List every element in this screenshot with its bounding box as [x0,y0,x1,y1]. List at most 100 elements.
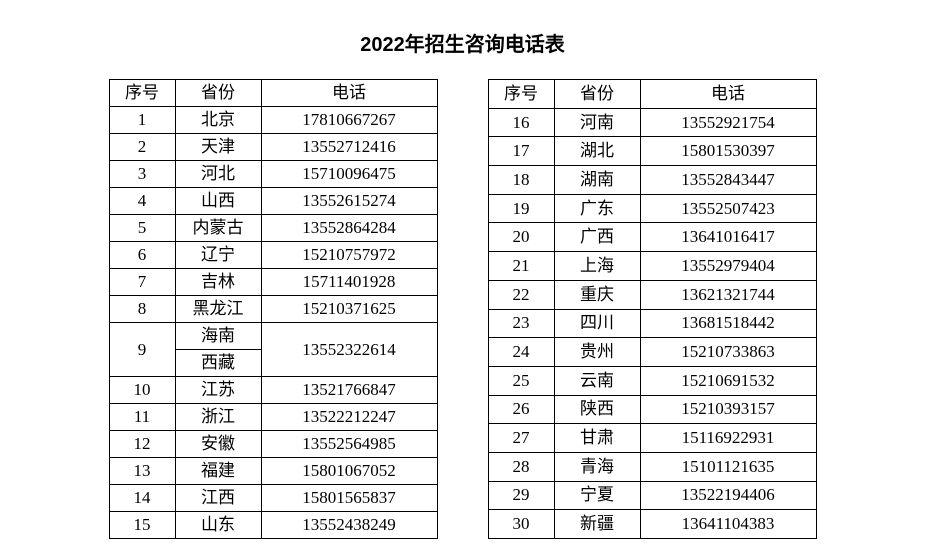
col-header-idx: 序号 [109,80,175,107]
cell-idx: 8 [109,296,175,323]
cell-phone: 15210757972 [261,242,437,269]
cell-idx: 30 [488,510,554,539]
cell-phone: 15801565837 [261,485,437,512]
table-row: 27甘肃15116922931 [488,424,816,453]
cell-phone: 15210393157 [640,395,816,424]
cell-phone: 15210691532 [640,366,816,395]
cell-idx: 12 [109,431,175,458]
table-row: 16河南13552921754 [488,108,816,137]
cell-idx: 17 [488,137,554,166]
cell-idx: 22 [488,280,554,309]
cell-prov: 浙江 [175,404,261,431]
cell-phone: 13552615274 [261,188,437,215]
table-row: 30新疆13641104383 [488,510,816,539]
cell-prov: 上海 [554,252,640,281]
cell-prov: 山西 [175,188,261,215]
cell-prov: 福建 [175,458,261,485]
cell-idx: 13 [109,458,175,485]
table-row: 26陕西15210393157 [488,395,816,424]
cell-idx: 16 [488,108,554,137]
cell-phone: 13552322614 [261,323,437,377]
table-row: 11浙江13522212247 [109,404,437,431]
cell-prov: 云南 [554,366,640,395]
cell-phone: 13552864284 [261,215,437,242]
cell-idx: 23 [488,309,554,338]
cell-phone: 13522194406 [640,481,816,510]
cell-phone: 13552507423 [640,194,816,223]
cell-idx: 10 [109,377,175,404]
page: 2022年招生咨询电话表 序号 省份 电话 1北京17810667267 2天津… [0,0,925,550]
cell-phone: 15801530397 [640,137,816,166]
cell-idx: 24 [488,338,554,367]
cell-phone: 13552438249 [261,512,437,539]
cell-idx: 18 [488,166,554,195]
cell-idx: 15 [109,512,175,539]
cell-idx: 4 [109,188,175,215]
table-row: 12安徽13552564985 [109,431,437,458]
cell-idx: 19 [488,194,554,223]
table-row: 24贵州15210733863 [488,338,816,367]
cell-prov: 四川 [554,309,640,338]
table-row: 15山东13552438249 [109,512,437,539]
table-row: 29宁夏13522194406 [488,481,816,510]
cell-phone: 13552921754 [640,108,816,137]
cell-idx: 6 [109,242,175,269]
cell-phone: 17810667267 [261,107,437,134]
cell-prov: 海南 [175,323,261,350]
cell-prov: 山东 [175,512,261,539]
cell-idx: 9 [109,323,175,377]
table-row: 13福建15801067052 [109,458,437,485]
cell-phone: 15101121635 [640,452,816,481]
cell-phone: 13552843447 [640,166,816,195]
cell-prov: 江西 [175,485,261,512]
cell-idx: 11 [109,404,175,431]
cell-prov: 安徽 [175,431,261,458]
tables-wrapper: 序号 省份 电话 1北京17810667267 2天津13552712416 3… [0,79,925,539]
table-row: 20广西13641016417 [488,223,816,252]
cell-prov: 甘肃 [554,424,640,453]
cell-phone: 13521766847 [261,377,437,404]
table-row: 5内蒙古13552864284 [109,215,437,242]
right-table: 序号 省份 电话 16河南13552921754 17湖北15801530397… [488,79,817,539]
cell-prov: 宁夏 [554,481,640,510]
cell-idx: 7 [109,269,175,296]
cell-phone: 13641104383 [640,510,816,539]
col-header-phone: 电话 [640,80,816,109]
cell-prov: 江苏 [175,377,261,404]
page-title: 2022年招生咨询电话表 [0,28,925,57]
table-row: 8黑龙江15210371625 [109,296,437,323]
cell-prov: 内蒙古 [175,215,261,242]
cell-phone: 15116922931 [640,424,816,453]
cell-phone: 15710096475 [261,161,437,188]
cell-idx: 14 [109,485,175,512]
cell-prov: 湖南 [554,166,640,195]
cell-prov: 河南 [554,108,640,137]
cell-idx: 25 [488,366,554,395]
cell-phone: 13621321744 [640,280,816,309]
cell-prov: 广东 [554,194,640,223]
cell-phone: 13522212247 [261,404,437,431]
cell-idx: 2 [109,134,175,161]
cell-phone: 13641016417 [640,223,816,252]
table-row: 14江西15801565837 [109,485,437,512]
table-row: 4山西13552615274 [109,188,437,215]
table-row: 6辽宁15210757972 [109,242,437,269]
cell-idx: 26 [488,395,554,424]
cell-idx: 21 [488,252,554,281]
cell-idx: 27 [488,424,554,453]
cell-prov: 陕西 [554,395,640,424]
left-table: 序号 省份 电话 1北京17810667267 2天津13552712416 3… [109,79,438,539]
cell-phone: 15210371625 [261,296,437,323]
table-row: 1北京17810667267 [109,107,437,134]
table-row: 10江苏13521766847 [109,377,437,404]
col-header-idx: 序号 [488,80,554,109]
cell-phone: 15210733863 [640,338,816,367]
table-header-row: 序号 省份 电话 [109,80,437,107]
cell-prov: 重庆 [554,280,640,309]
cell-prov: 贵州 [554,338,640,367]
cell-phone: 15711401928 [261,269,437,296]
cell-prov: 辽宁 [175,242,261,269]
cell-prov: 天津 [175,134,261,161]
table-row: 21上海13552979404 [488,252,816,281]
cell-prov: 河北 [175,161,261,188]
